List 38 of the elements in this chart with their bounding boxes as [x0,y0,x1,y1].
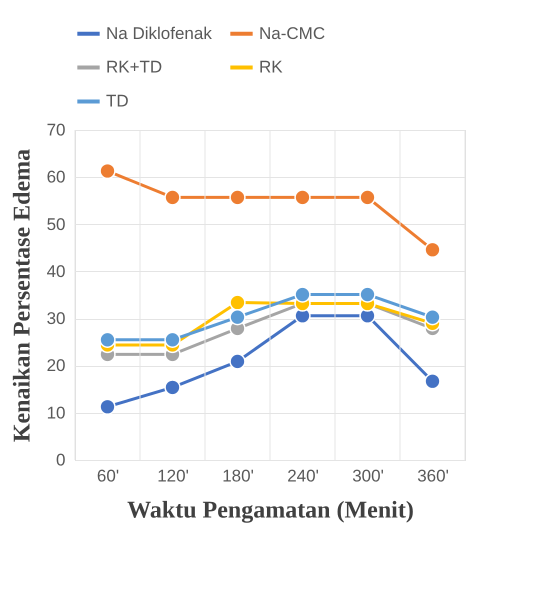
legend-label: RK+TD [106,58,162,76]
point [99,398,116,415]
y-tick-label: 0 [56,450,66,470]
point [359,286,376,303]
y-tick-label: 20 [46,356,66,376]
point [99,332,116,348]
x-tick-label: 240' [287,466,319,486]
x-tick-label: 120' [157,466,189,486]
point [294,286,311,303]
point [164,379,181,396]
point [424,373,441,390]
y-tick-label: 60 [46,168,66,187]
x-tick-label: 180' [222,466,254,486]
point [359,189,376,206]
legend-label: RK [259,58,284,76]
legend-label: TD [106,92,129,110]
y-tick-label: 50 [46,214,66,234]
x-tick-label: 360' [417,466,449,486]
point [229,309,246,326]
y-tick-label: 10 [46,403,66,422]
point [164,189,181,206]
point [424,309,441,326]
x-tick-label: 60' [96,466,120,486]
y-tick-label: 30 [46,309,66,328]
point [424,242,441,258]
legend-label: Na Diklofenak [106,24,212,43]
point [164,332,181,348]
point [99,162,116,180]
point [229,189,246,206]
legend-label: Na-CMC [259,24,326,43]
y-tick-label: 70 [46,120,66,140]
y-tick-label: 40 [46,262,66,281]
point [294,189,311,206]
x-axis-title: Waktu Pengamatan (Menit) [127,498,414,524]
point [229,353,246,370]
y-axis-title: Kenaikan Persentase Edema [10,148,36,442]
point [229,294,246,311]
x-tick-label: 300' [352,466,384,486]
